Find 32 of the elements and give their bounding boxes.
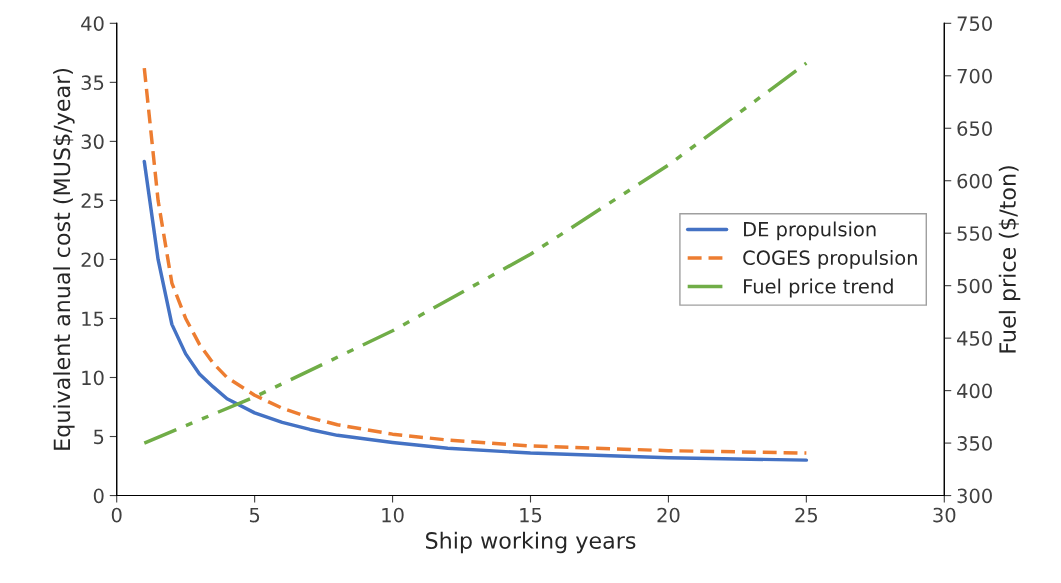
- y2-tick-label: 700: [957, 68, 992, 84]
- y2-tick-label: 550: [957, 226, 992, 241]
- legend-label: Fuel price trend: [744, 278, 893, 298]
- y2-tick-label: 500: [957, 278, 992, 294]
- y-tick-label: 0: [93, 488, 104, 504]
- y-tick-label: 35: [81, 75, 104, 91]
- y-tick-label: 20: [81, 252, 104, 268]
- y-tick-label: 10: [82, 370, 104, 386]
- y2-tick-label: 350: [957, 436, 992, 451]
- x-tick-label: 20: [657, 507, 680, 523]
- x-tick-label: 30: [933, 507, 956, 523]
- y-tick-label: 40: [81, 16, 104, 31]
- y-tick-label: 5: [94, 429, 104, 445]
- y2-tick-label: 650: [957, 121, 992, 136]
- legend-label: DE propulsion: [744, 221, 876, 241]
- y2-tick-label: 300: [957, 488, 992, 504]
- y2-tick-label: 400: [957, 383, 992, 399]
- x-tick-label: 10: [382, 507, 404, 523]
- x-tick-label: 15: [520, 507, 542, 523]
- y2-axis-title: Fuel price ($/ton): [998, 166, 1021, 353]
- y2-tick-label: 750: [957, 16, 992, 31]
- y2-tick-label: 450: [957, 331, 992, 346]
- x-axis-title: Ship working years: [426, 531, 636, 554]
- y-axis-title: Equivalent anual cost (MUS$/year): [53, 68, 75, 450]
- y-tick-label: 15: [82, 311, 104, 327]
- y-tick-label: 30: [81, 134, 104, 150]
- x-tick-label: 5: [249, 507, 260, 523]
- x-tick-label: 0: [111, 507, 122, 523]
- y-tick-label: 25: [81, 193, 104, 209]
- legend-label: COGES propulsion: [743, 250, 917, 269]
- x-tick-label: 25: [795, 507, 818, 523]
- y2-tick-label: 600: [957, 173, 992, 189]
